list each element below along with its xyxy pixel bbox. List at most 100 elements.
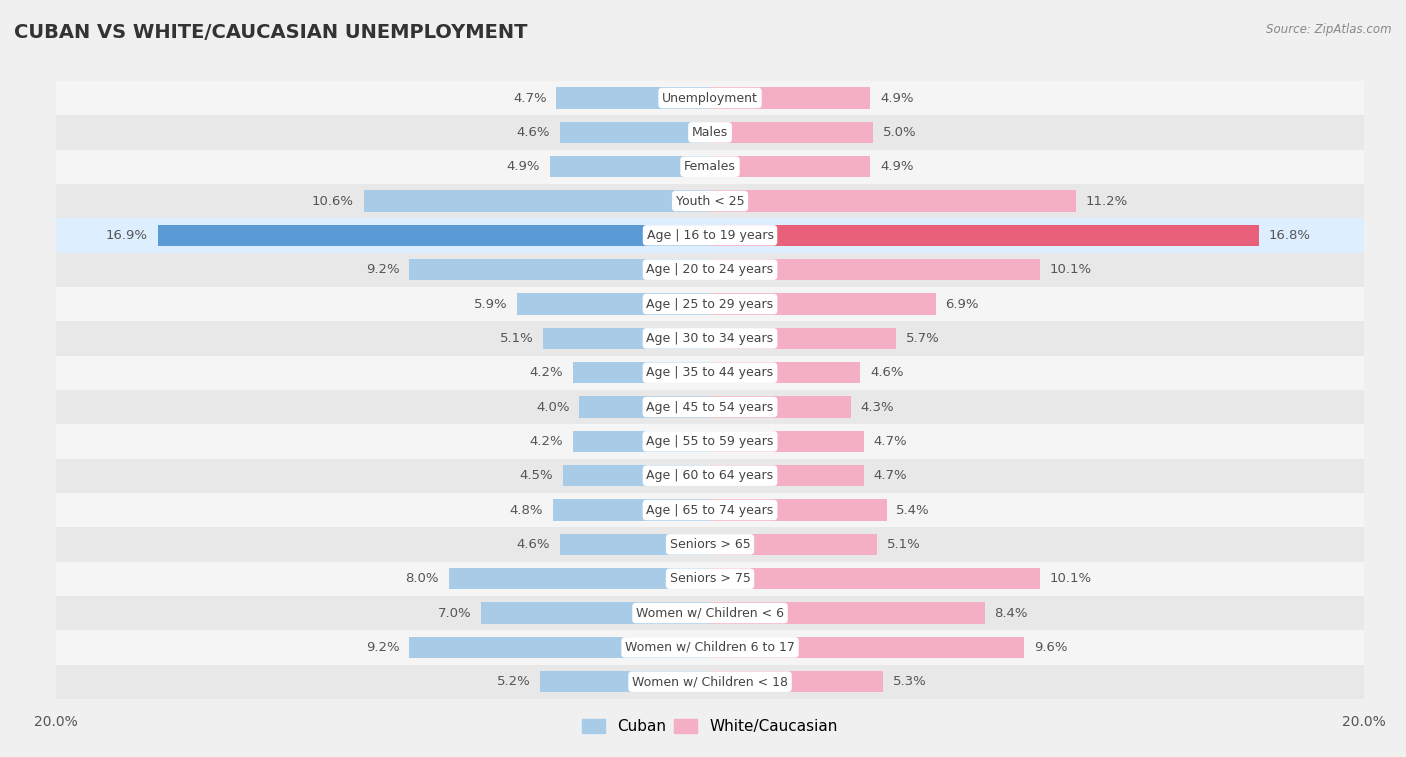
Text: 4.0%: 4.0% bbox=[536, 400, 569, 413]
Bar bbox=[562, 465, 710, 486]
FancyBboxPatch shape bbox=[56, 390, 1364, 424]
Bar bbox=[550, 156, 710, 177]
Bar bbox=[710, 87, 870, 109]
Text: Males: Males bbox=[692, 126, 728, 139]
Text: 4.8%: 4.8% bbox=[510, 503, 543, 516]
Text: 4.6%: 4.6% bbox=[870, 366, 904, 379]
FancyBboxPatch shape bbox=[56, 527, 1364, 562]
FancyBboxPatch shape bbox=[56, 630, 1364, 665]
Bar bbox=[710, 397, 851, 418]
FancyBboxPatch shape bbox=[56, 321, 1364, 356]
Text: 4.9%: 4.9% bbox=[880, 92, 914, 104]
Text: 16.8%: 16.8% bbox=[1270, 229, 1310, 241]
Bar bbox=[710, 568, 1040, 590]
Bar bbox=[710, 431, 863, 452]
Text: Women w/ Children 6 to 17: Women w/ Children 6 to 17 bbox=[626, 641, 794, 654]
Text: 5.0%: 5.0% bbox=[883, 126, 917, 139]
Text: 4.7%: 4.7% bbox=[873, 435, 907, 448]
Text: Women w/ Children < 6: Women w/ Children < 6 bbox=[636, 606, 785, 619]
Text: 6.9%: 6.9% bbox=[945, 298, 979, 310]
FancyBboxPatch shape bbox=[56, 81, 1364, 115]
Bar bbox=[409, 637, 710, 658]
Bar bbox=[710, 500, 887, 521]
Bar bbox=[710, 190, 1076, 212]
Text: 4.6%: 4.6% bbox=[516, 126, 550, 139]
Text: 11.2%: 11.2% bbox=[1085, 195, 1128, 207]
Bar bbox=[517, 294, 710, 315]
Text: 5.2%: 5.2% bbox=[496, 675, 530, 688]
Text: 7.0%: 7.0% bbox=[437, 606, 471, 619]
Bar bbox=[481, 603, 710, 624]
Bar bbox=[710, 259, 1040, 280]
Bar bbox=[710, 603, 984, 624]
Text: 9.2%: 9.2% bbox=[366, 641, 399, 654]
Bar bbox=[364, 190, 710, 212]
FancyBboxPatch shape bbox=[56, 356, 1364, 390]
Bar bbox=[710, 328, 897, 349]
Legend: Cuban, White/Caucasian: Cuban, White/Caucasian bbox=[576, 713, 844, 740]
Text: 8.4%: 8.4% bbox=[994, 606, 1028, 619]
Text: 4.9%: 4.9% bbox=[880, 160, 914, 173]
Bar bbox=[710, 465, 863, 486]
Bar bbox=[579, 397, 710, 418]
Text: Age | 55 to 59 years: Age | 55 to 59 years bbox=[647, 435, 773, 448]
Text: 4.2%: 4.2% bbox=[529, 366, 562, 379]
Text: 10.1%: 10.1% bbox=[1050, 263, 1092, 276]
Bar bbox=[710, 294, 935, 315]
Text: 16.9%: 16.9% bbox=[105, 229, 148, 241]
Text: Age | 20 to 24 years: Age | 20 to 24 years bbox=[647, 263, 773, 276]
Text: 4.7%: 4.7% bbox=[873, 469, 907, 482]
Text: Unemployment: Unemployment bbox=[662, 92, 758, 104]
Bar bbox=[710, 122, 873, 143]
Text: 8.0%: 8.0% bbox=[405, 572, 439, 585]
FancyBboxPatch shape bbox=[56, 459, 1364, 493]
Text: Age | 30 to 34 years: Age | 30 to 34 years bbox=[647, 332, 773, 345]
FancyBboxPatch shape bbox=[56, 596, 1364, 630]
Text: 4.5%: 4.5% bbox=[519, 469, 553, 482]
Bar bbox=[710, 534, 877, 555]
Bar bbox=[540, 671, 710, 693]
FancyBboxPatch shape bbox=[56, 218, 1364, 253]
Bar bbox=[560, 534, 710, 555]
FancyBboxPatch shape bbox=[56, 287, 1364, 321]
Text: Women w/ Children < 18: Women w/ Children < 18 bbox=[633, 675, 787, 688]
Text: 5.7%: 5.7% bbox=[905, 332, 941, 345]
Bar bbox=[710, 225, 1260, 246]
Text: 4.6%: 4.6% bbox=[516, 538, 550, 551]
Text: Age | 16 to 19 years: Age | 16 to 19 years bbox=[647, 229, 773, 241]
Text: Age | 35 to 44 years: Age | 35 to 44 years bbox=[647, 366, 773, 379]
Bar bbox=[449, 568, 710, 590]
Text: Age | 45 to 54 years: Age | 45 to 54 years bbox=[647, 400, 773, 413]
Text: 9.2%: 9.2% bbox=[366, 263, 399, 276]
Text: 9.6%: 9.6% bbox=[1033, 641, 1067, 654]
FancyBboxPatch shape bbox=[56, 184, 1364, 218]
Text: Age | 60 to 64 years: Age | 60 to 64 years bbox=[647, 469, 773, 482]
Text: 5.3%: 5.3% bbox=[893, 675, 927, 688]
Bar bbox=[553, 500, 710, 521]
Text: 4.9%: 4.9% bbox=[506, 160, 540, 173]
Text: Seniors > 75: Seniors > 75 bbox=[669, 572, 751, 585]
Bar bbox=[560, 122, 710, 143]
Bar bbox=[557, 87, 710, 109]
Text: 4.7%: 4.7% bbox=[513, 92, 547, 104]
Text: 5.1%: 5.1% bbox=[499, 332, 533, 345]
Text: Age | 25 to 29 years: Age | 25 to 29 years bbox=[647, 298, 773, 310]
Bar bbox=[710, 156, 870, 177]
Text: 10.6%: 10.6% bbox=[312, 195, 354, 207]
Text: 5.1%: 5.1% bbox=[887, 538, 921, 551]
Bar bbox=[710, 671, 883, 693]
FancyBboxPatch shape bbox=[56, 253, 1364, 287]
Text: Youth < 25: Youth < 25 bbox=[676, 195, 744, 207]
Text: 4.3%: 4.3% bbox=[860, 400, 894, 413]
Text: Females: Females bbox=[685, 160, 735, 173]
Bar bbox=[572, 431, 710, 452]
FancyBboxPatch shape bbox=[56, 562, 1364, 596]
Bar bbox=[409, 259, 710, 280]
Bar bbox=[572, 362, 710, 383]
Text: 5.9%: 5.9% bbox=[474, 298, 508, 310]
Text: Source: ZipAtlas.com: Source: ZipAtlas.com bbox=[1267, 23, 1392, 36]
Text: Age | 65 to 74 years: Age | 65 to 74 years bbox=[647, 503, 773, 516]
Bar bbox=[157, 225, 710, 246]
FancyBboxPatch shape bbox=[56, 424, 1364, 459]
Bar bbox=[543, 328, 710, 349]
